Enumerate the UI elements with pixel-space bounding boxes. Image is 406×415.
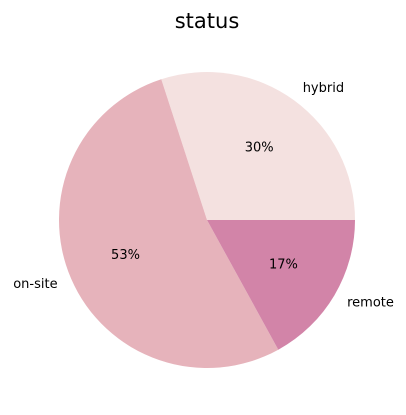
pct-label-on-site: 53% xyxy=(111,248,140,263)
pie-slice-hybrid xyxy=(161,71,355,221)
pie-slice-on-site xyxy=(58,79,279,368)
pie-slice-remote xyxy=(207,220,355,350)
chart-title: status xyxy=(175,9,240,33)
slice-label-on-site: on-site xyxy=(13,277,57,292)
pie-labels: hybrid 30% on-site 53% remote 17% xyxy=(13,81,394,311)
pie-slices xyxy=(58,71,355,368)
pct-label-hybrid: 30% xyxy=(245,141,274,156)
slice-label-remote: remote xyxy=(347,295,394,310)
pct-label-remote: 17% xyxy=(269,258,298,273)
slice-label-hybrid: hybrid xyxy=(303,81,344,96)
